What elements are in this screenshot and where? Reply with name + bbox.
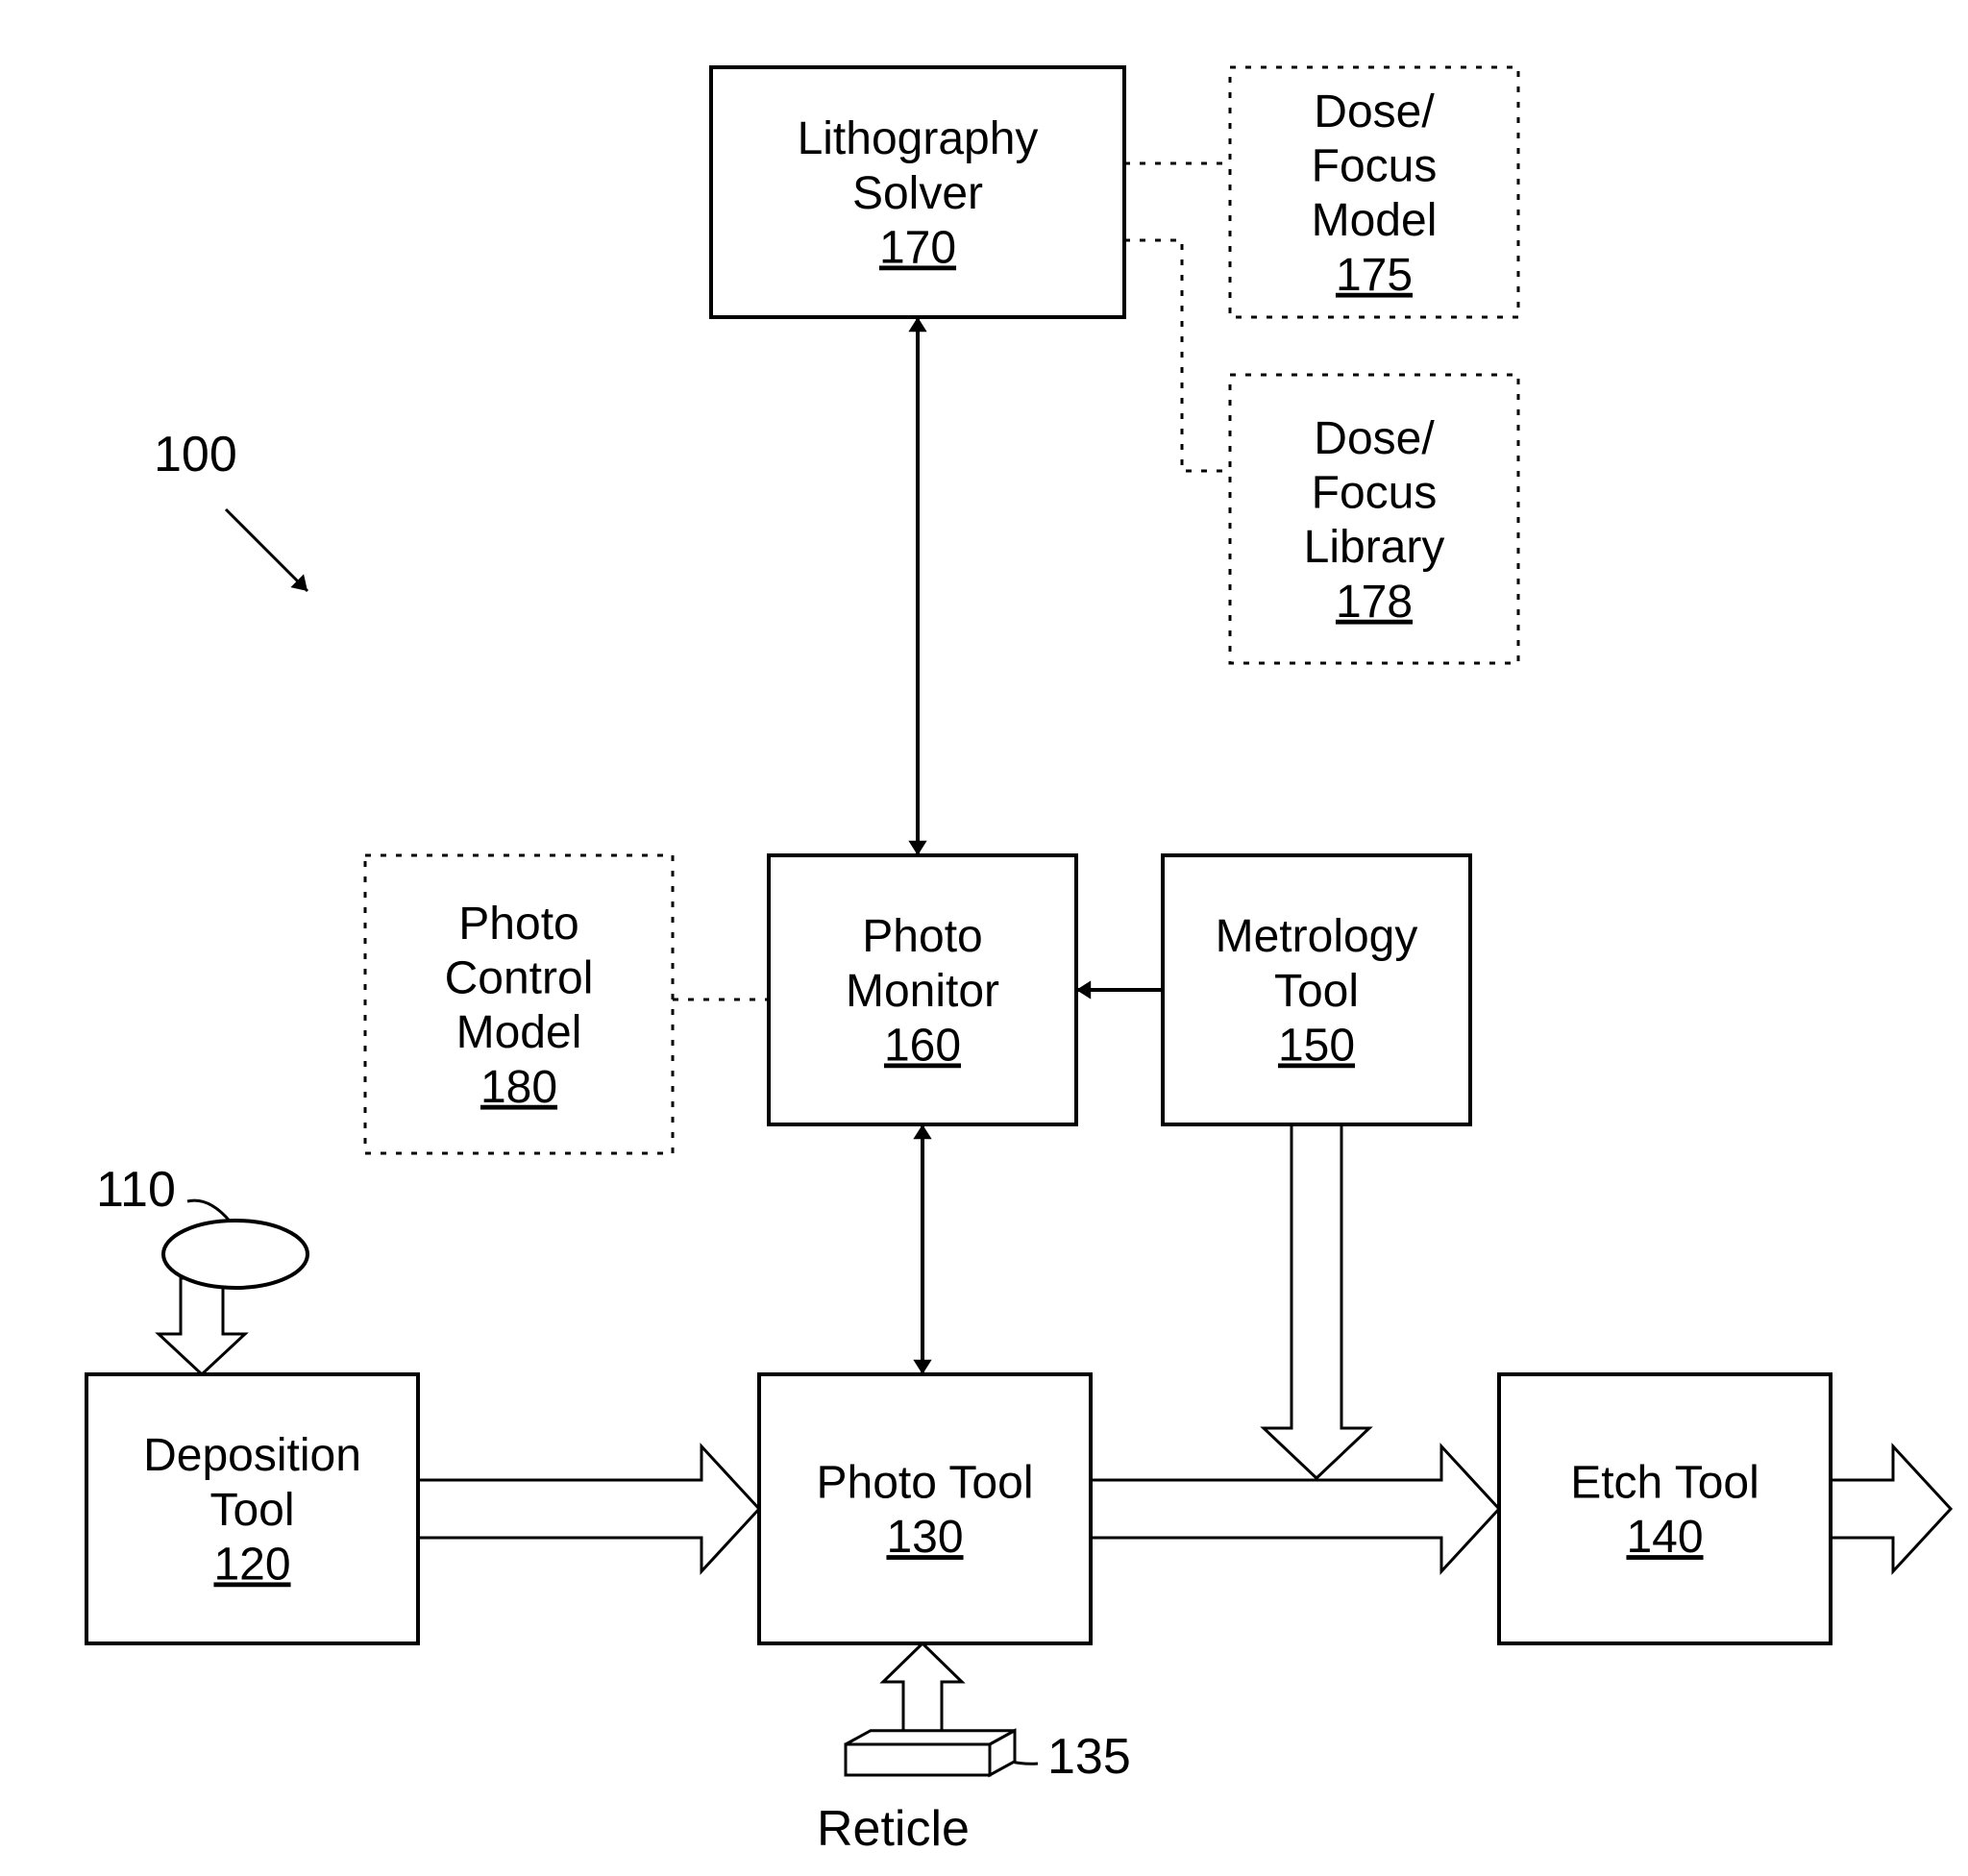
photo_control-label: Control <box>445 952 594 1003</box>
photo_to_etch-arrow <box>1091 1446 1499 1571</box>
dep_to_photo-arrow <box>418 1446 759 1571</box>
photo_control-label: Photo <box>458 899 578 950</box>
reticle_up-arrow <box>883 1643 962 1732</box>
dose_focus_model-ref: 175 <box>1336 250 1413 301</box>
dose_focus_model-label: Dose/ <box>1314 86 1435 137</box>
photo_control-ref: 180 <box>480 1062 557 1113</box>
reticle_135: 135 <box>1047 1729 1131 1785</box>
litho_solver-label: Lithography <box>798 113 1039 164</box>
reticle_word: Reticle <box>817 1801 970 1857</box>
deposition-label: Deposition <box>143 1430 361 1481</box>
photo_tool-label: Photo Tool <box>817 1457 1034 1508</box>
litho_solver-label: Solver <box>852 168 983 219</box>
etch_tool-ref: 140 <box>1626 1512 1703 1563</box>
solver_to_lib <box>1124 240 1230 471</box>
photo_monitor-ref: 160 <box>884 1020 961 1071</box>
dose_focus_lib-label: Focus <box>1312 467 1438 518</box>
dose_focus_lib-label: Library <box>1304 522 1445 573</box>
metrology-label: Metrology <box>1216 911 1418 962</box>
photo_monitor-label: Photo <box>862 911 982 962</box>
metro_down-arrow <box>1264 1124 1369 1478</box>
litho_solver-ref: 170 <box>879 222 956 273</box>
photo_control-label: Model <box>456 1007 582 1058</box>
deposition-label: Tool <box>209 1485 294 1536</box>
dose_focus_model-label: Model <box>1312 195 1438 246</box>
metrology-ref: 150 <box>1278 1020 1355 1071</box>
pointer-100 <box>226 509 308 591</box>
dose_focus_lib-ref: 178 <box>1336 577 1413 628</box>
wafer-ellipse <box>163 1221 308 1288</box>
photo_monitor-label: Monitor <box>846 966 999 1017</box>
etch_tool-box <box>1499 1374 1831 1643</box>
metrology-label: Tool <box>1274 966 1359 1017</box>
reticle-front <box>846 1744 990 1775</box>
fig_100: 100 <box>154 427 237 482</box>
reticle-top <box>846 1731 1015 1744</box>
deposition-ref: 120 <box>213 1539 290 1590</box>
photo_tool-box <box>759 1374 1091 1643</box>
wafer_in-arrow <box>159 1278 245 1374</box>
etch_out-arrow <box>1831 1446 1951 1571</box>
dose_focus_model-label: Focus <box>1312 140 1438 191</box>
wafer_110: 110 <box>96 1162 176 1218</box>
dose_focus_lib-label: Dose/ <box>1314 413 1435 464</box>
etch_tool-label: Etch Tool <box>1570 1457 1759 1508</box>
photo_tool-ref: 130 <box>886 1512 963 1563</box>
